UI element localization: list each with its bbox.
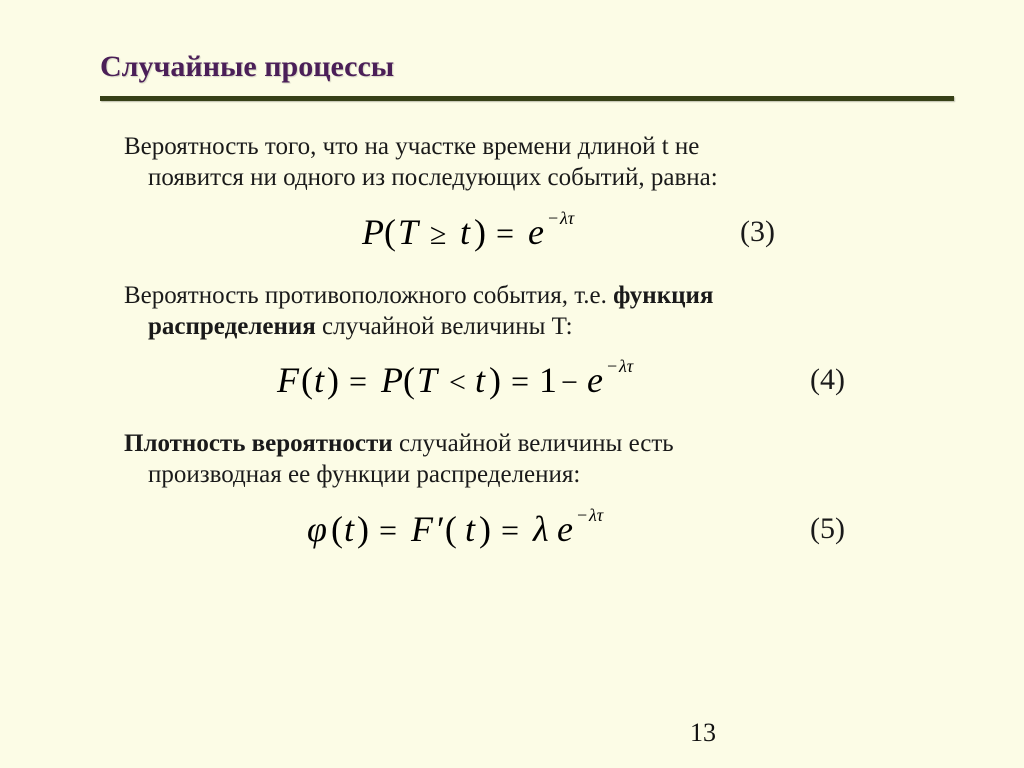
- paragraph-2: Вероятность противоположного события, т.…: [100, 280, 954, 343]
- page-title: Случайные процессы: [100, 50, 954, 84]
- equation-4: F ( t ) = P ( T < t ) = 1 − e − λτ: [277, 350, 777, 410]
- svg-text:P: P: [361, 212, 384, 252]
- p3-text-b: производная ее функции распределения:: [148, 461, 580, 488]
- equation-4-number: (4): [810, 361, 845, 399]
- svg-text:): ): [474, 212, 486, 252]
- svg-text:): ): [479, 509, 491, 549]
- svg-text:t: t: [465, 509, 476, 549]
- svg-text:−: −: [607, 356, 617, 376]
- svg-text:=: =: [501, 512, 519, 548]
- svg-text:=: =: [349, 363, 367, 399]
- svg-text:φ: φ: [307, 509, 327, 549]
- svg-text:t: t: [344, 509, 355, 549]
- title-block: Случайные процессы: [100, 50, 954, 101]
- svg-text:=: =: [496, 215, 514, 251]
- p3-bold: Плотность вероятности: [124, 430, 393, 457]
- equation-5: φ ( t ) = F ′( t ) = λ e − λτ: [307, 499, 747, 559]
- svg-text:≥: ≥: [430, 218, 446, 251]
- svg-text:(: (: [403, 360, 415, 400]
- svg-text:t: t: [460, 212, 471, 252]
- svg-text:e: e: [557, 509, 573, 549]
- equation-3: P ( T ≥ t ) = e − λτ: [362, 202, 692, 262]
- svg-text:1: 1: [539, 360, 557, 400]
- svg-text:): ): [489, 360, 501, 400]
- svg-text:): ): [327, 360, 339, 400]
- p2-text-a: Вероятность противоположного события, т.…: [124, 282, 613, 309]
- paragraph-1: Вероятность того, что на участке времени…: [100, 131, 954, 194]
- svg-text:e: e: [587, 360, 603, 400]
- svg-text:F: F: [276, 360, 300, 400]
- svg-text:T: T: [417, 360, 440, 400]
- svg-text:t: t: [475, 360, 486, 400]
- svg-text:′(: ′(: [437, 509, 457, 549]
- svg-text:F: F: [410, 509, 434, 549]
- p1-text-b: появится ни одного из последующих событи…: [148, 164, 718, 191]
- equation-3-number: (3): [740, 213, 775, 251]
- svg-text:λτ: λτ: [588, 505, 604, 525]
- equation-5-row: φ ( t ) = F ′( t ) = λ e − λτ (5): [100, 499, 954, 559]
- equation-3-row: P ( T ≥ t ) = e − λτ (3): [100, 202, 954, 262]
- svg-text:−: −: [561, 366, 578, 399]
- p1-text-a: Вероятность того, что на участке времени…: [124, 133, 699, 160]
- svg-text:e: e: [528, 212, 544, 252]
- svg-text:P: P: [380, 360, 403, 400]
- svg-text:=: =: [379, 512, 397, 548]
- svg-text:<: <: [449, 366, 466, 399]
- svg-text:λ: λ: [532, 509, 549, 549]
- p2-text-b: случайной величины T:: [316, 313, 573, 340]
- svg-text:T: T: [398, 212, 421, 252]
- svg-text:−: −: [577, 505, 587, 525]
- svg-text:(: (: [331, 509, 343, 549]
- content: Вероятность того, что на участке времени…: [100, 131, 954, 559]
- svg-text:−: −: [548, 208, 558, 228]
- p3-text-a: случайной величины есть: [393, 430, 674, 457]
- svg-text:t: t: [314, 360, 325, 400]
- p2-bold-a: функция: [613, 282, 713, 309]
- equation-5-number: (5): [810, 510, 845, 548]
- svg-text:λτ: λτ: [559, 208, 575, 228]
- svg-text:(: (: [384, 212, 396, 252]
- equation-4-row: F ( t ) = P ( T < t ) = 1 − e − λτ: [100, 350, 954, 410]
- slide: Случайные процессы Вероятность того, что…: [0, 0, 1024, 768]
- svg-text:(: (: [301, 360, 313, 400]
- p2-bold-b: распределения: [148, 313, 316, 340]
- paragraph-3: Плотность вероятности случайной величины…: [100, 428, 954, 491]
- svg-text:λτ: λτ: [618, 356, 634, 376]
- page-number: 13: [690, 718, 716, 748]
- svg-text:): ): [357, 509, 369, 549]
- svg-text:=: =: [511, 363, 529, 399]
- title-rule: [100, 96, 954, 101]
